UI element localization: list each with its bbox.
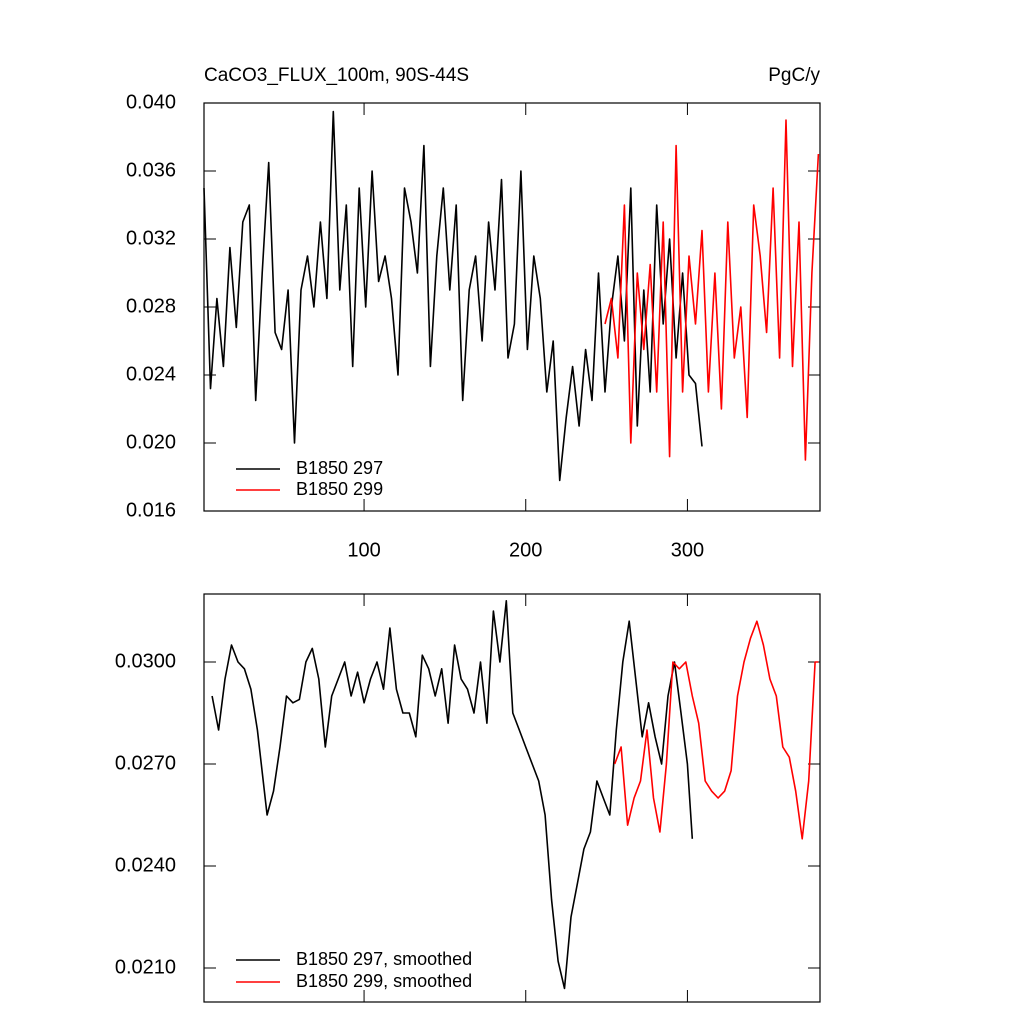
- y-tick-label: 0.0210: [115, 956, 176, 978]
- y-tick-label: 0.0270: [115, 752, 176, 774]
- units-label: PgC/y: [768, 65, 820, 86]
- plot-frame: [203, 593, 821, 1003]
- x-tick-label: 300: [671, 539, 704, 561]
- data-line: [211, 600, 694, 990]
- data-line: [613, 620, 819, 840]
- legend-label: B1850 297: [296, 458, 383, 478]
- y-tick-label: 0.040: [126, 91, 176, 113]
- y-tick-label: 0.0240: [115, 854, 176, 876]
- y-tick-label: 0.020: [126, 431, 176, 453]
- y-tick-label: 0.032: [126, 227, 176, 249]
- y-tick-label: 0.0300: [115, 650, 176, 672]
- data-line: [604, 119, 820, 461]
- y-tick-label: 0.024: [126, 363, 176, 385]
- legend-label: B1850 299: [296, 479, 383, 499]
- chart-title: CaCO3_FLUX_100m, 90S-44S: [204, 65, 469, 86]
- legend-label: B1850 299, smoothed: [296, 971, 472, 991]
- data-line: [203, 110, 703, 482]
- y-tick-label: 0.016: [126, 499, 176, 521]
- legend-label: B1850 297, smoothed: [296, 949, 472, 969]
- plot-frame: [203, 102, 821, 512]
- x-tick-label: 200: [509, 539, 542, 561]
- y-tick-label: 0.028: [126, 295, 176, 317]
- x-tick-label: 100: [347, 539, 380, 561]
- y-tick-label: 0.036: [126, 159, 176, 181]
